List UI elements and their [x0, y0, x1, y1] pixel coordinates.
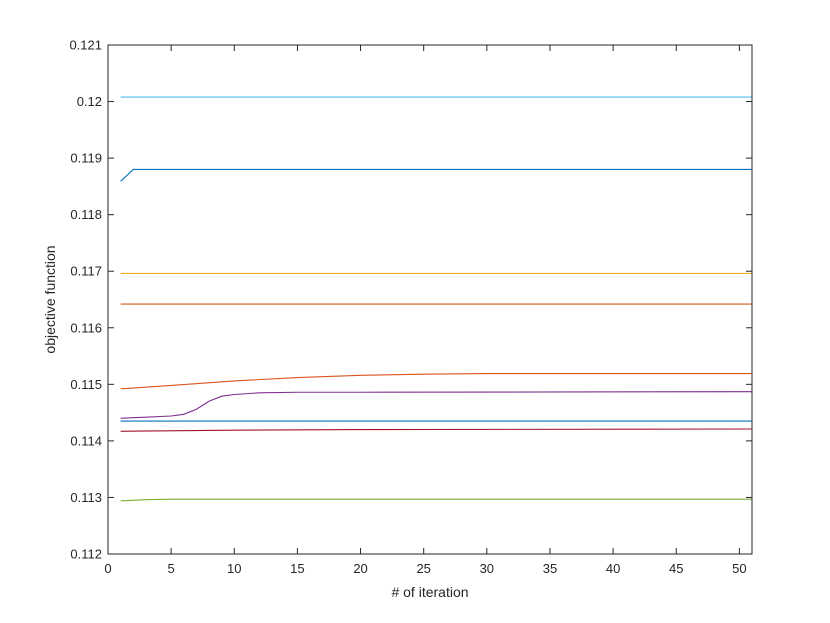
x-tick-label: 35 — [543, 561, 557, 576]
y-tick-label: 0.117 — [70, 264, 102, 279]
x-tick-label: 40 — [606, 561, 620, 576]
series-line-6 — [120, 391, 753, 419]
y-tick-label: 0.112 — [70, 547, 102, 562]
x-axis-label: # of iteration — [391, 584, 468, 600]
x-tick-label: 0 — [104, 561, 111, 576]
y-tick-label: 0.113 — [70, 490, 102, 505]
x-tick-label: 45 — [669, 561, 683, 576]
y-tick-label: 0.114 — [70, 433, 102, 448]
series-line-9 — [120, 498, 752, 502]
y-axis-ticks: 0.112 0.113 0.114 0.115 0.116 0.117 0.118 0.119… — [69, 38, 752, 562]
plot-series — [120, 96, 753, 502]
series-line-2 — [120, 168, 752, 182]
y-tick-label: 0.121 — [69, 38, 102, 53]
x-tick-label: 20 — [353, 561, 367, 576]
series-line-5 — [120, 373, 752, 390]
plot-frame — [107, 44, 753, 555]
x-tick-label: 15 — [290, 561, 304, 576]
x-axis-ticks: 0 5 10 15 20 25 30 35 40 45 50 — [104, 45, 747, 576]
series-line-8 — [120, 428, 753, 432]
y-tick-label: 0.115 — [70, 377, 102, 392]
y-tick-label: 0.116 — [70, 320, 102, 335]
x-tick-label: 10 — [227, 561, 241, 576]
x-tick-label: 25 — [416, 561, 430, 576]
y-axis-label: objective function — [42, 245, 58, 353]
x-tick-label: 5 — [168, 561, 175, 576]
y-tick-label: 0.118 — [70, 207, 102, 222]
y-tick-label: 0.12 — [77, 94, 102, 109]
x-tick-label: 30 — [480, 561, 494, 576]
x-tick-label: 50 — [732, 561, 746, 576]
y-tick-label: 0.119 — [70, 151, 102, 166]
